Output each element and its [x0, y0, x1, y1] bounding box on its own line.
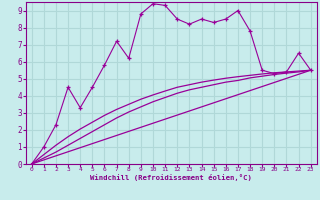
X-axis label: Windchill (Refroidissement éolien,°C): Windchill (Refroidissement éolien,°C)	[90, 174, 252, 181]
